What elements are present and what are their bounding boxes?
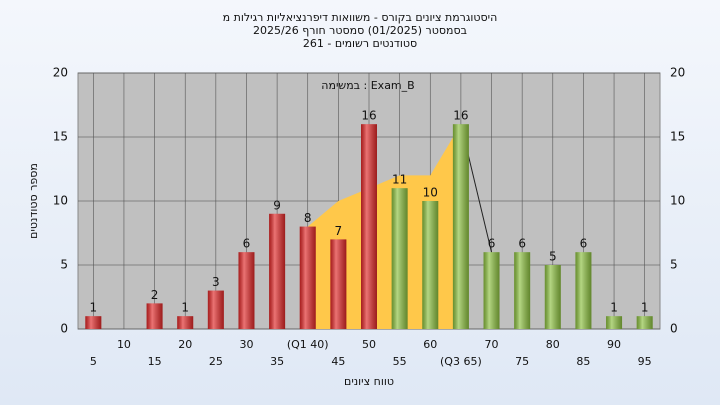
chart-subtitle: בסמסטר (01/2025) סמסטר חורף 2025/26 bbox=[253, 24, 467, 37]
y-tick-label: 5 bbox=[60, 258, 68, 272]
value-label: 8 bbox=[304, 211, 312, 225]
y-tick-label: 0 bbox=[60, 322, 68, 336]
value-label: 1 bbox=[610, 301, 618, 315]
x-tick-label: 55 bbox=[393, 355, 407, 368]
value-label: 9 bbox=[273, 198, 281, 212]
x-tick-label: 90 bbox=[607, 338, 621, 351]
value-label: 6 bbox=[580, 237, 588, 251]
value-label: 6 bbox=[243, 237, 251, 251]
bar-shine bbox=[299, 226, 316, 329]
x-tick-label: 80 bbox=[546, 338, 560, 351]
x-tick-label: 5 bbox=[90, 355, 97, 368]
bar-shine bbox=[452, 124, 469, 329]
x-tick-label: 70 bbox=[485, 338, 499, 351]
bar-shine bbox=[238, 252, 255, 329]
bar-shine bbox=[269, 213, 286, 329]
value-label: 6 bbox=[518, 237, 526, 251]
bar-shine bbox=[330, 239, 347, 329]
bar-shine bbox=[575, 252, 592, 329]
y-tick-label: 20 bbox=[670, 66, 685, 80]
x-tick-label: 35 bbox=[270, 355, 284, 368]
y-tick-label: 0 bbox=[670, 322, 678, 336]
value-label: 16 bbox=[453, 109, 468, 123]
x-tick-label: 85 bbox=[576, 355, 590, 368]
value-label: 7 bbox=[335, 224, 343, 238]
x-tick-label: 30 bbox=[239, 338, 253, 351]
bar-shine bbox=[544, 265, 561, 329]
value-label: 5 bbox=[549, 250, 557, 264]
x-tick-label: 50 bbox=[362, 338, 376, 351]
y-tick-label: 10 bbox=[53, 194, 68, 208]
annotation: במשימה : Exam_B bbox=[321, 79, 414, 92]
value-label: 1 bbox=[641, 301, 649, 315]
bar-shine bbox=[177, 316, 194, 329]
x-tick-label: 25 bbox=[209, 355, 223, 368]
x-tick-label: (Q1 40) bbox=[287, 338, 329, 351]
value-label: 16 bbox=[361, 109, 376, 123]
y-tick-label: 20 bbox=[53, 66, 68, 80]
value-label: 2 bbox=[151, 288, 159, 302]
y-axis-label: מספר סטודנטים bbox=[27, 163, 40, 239]
bar-shine bbox=[361, 124, 377, 329]
bar-shine bbox=[207, 290, 224, 329]
x-tick-label: 95 bbox=[638, 355, 652, 368]
x-tick-label: 75 bbox=[515, 355, 529, 368]
value-label: 11 bbox=[392, 173, 407, 187]
y-tick-label: 10 bbox=[670, 194, 685, 208]
chart-subtitle: סטודנטים רשומים - 261 bbox=[303, 37, 417, 50]
bar-shine bbox=[606, 316, 623, 329]
x-tick-label: 10 bbox=[117, 338, 131, 351]
value-label: 6 bbox=[488, 237, 496, 251]
y-tick-label: 15 bbox=[53, 130, 68, 144]
x-tick-label: 45 bbox=[331, 355, 345, 368]
bar-shine bbox=[636, 316, 653, 329]
x-tick-label: 20 bbox=[178, 338, 192, 351]
value-label: 1 bbox=[89, 301, 97, 315]
x-tick-label: 15 bbox=[148, 355, 162, 368]
value-label: 3 bbox=[212, 275, 220, 289]
y-tick-label: 15 bbox=[670, 130, 685, 144]
value-label: 10 bbox=[423, 186, 438, 200]
bar-shine bbox=[483, 252, 500, 329]
x-tick-label: (Q3 65) bbox=[440, 355, 482, 368]
bar-shine bbox=[514, 252, 531, 329]
x-tick-label: 60 bbox=[423, 338, 437, 351]
bar-shine bbox=[422, 201, 439, 329]
value-label: 1 bbox=[181, 301, 189, 315]
chart-title: היסטוגרמת ציונים בקורס - משוואות דיפרנצי… bbox=[223, 11, 498, 24]
x-axis-label: טווח ציונים bbox=[344, 375, 394, 388]
y-tick-label: 5 bbox=[670, 258, 678, 272]
bar-shine bbox=[391, 188, 408, 329]
bar-shine bbox=[146, 303, 163, 329]
bar-shine bbox=[85, 316, 102, 329]
